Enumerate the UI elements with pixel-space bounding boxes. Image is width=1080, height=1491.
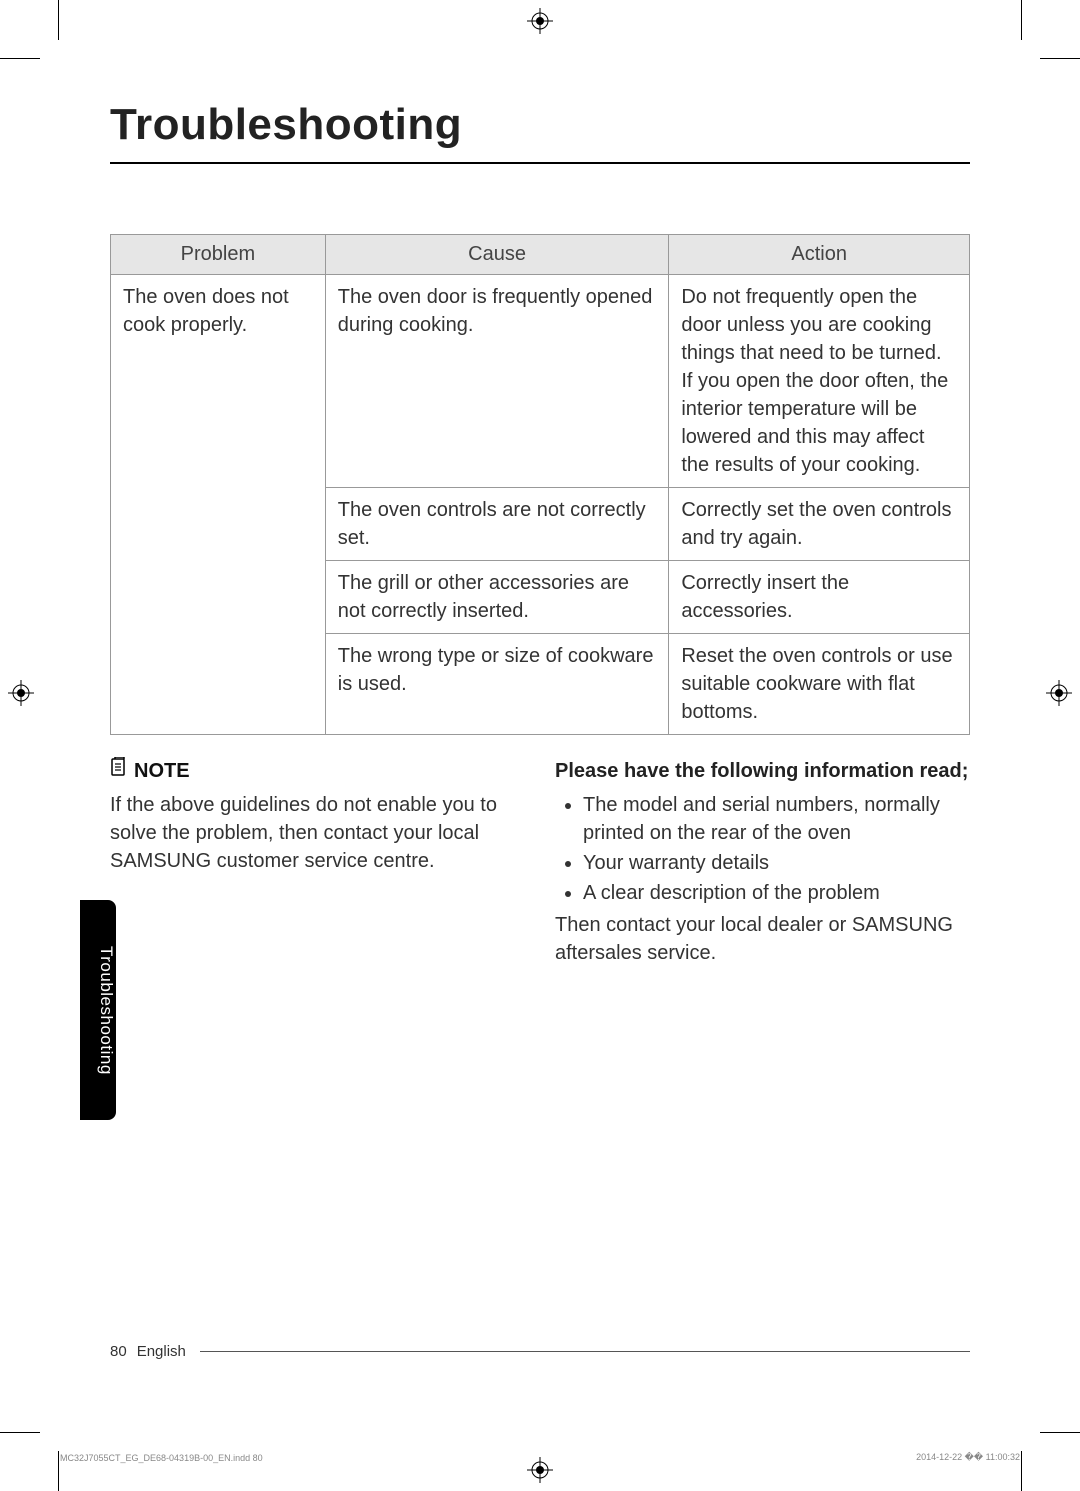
cell-action: Correctly set the oven controls and try …: [669, 488, 970, 561]
registration-mark-icon: [527, 1457, 553, 1483]
cell-action: Do not frequently open the door unless y…: [669, 275, 970, 488]
cell-cause: The oven controls are not correctly set.: [325, 488, 669, 561]
crop-mark: [1021, 0, 1022, 40]
page-title: Troubleshooting: [110, 100, 970, 164]
crop-mark: [1021, 1451, 1022, 1491]
info-heading: Please have the following information re…: [555, 757, 970, 785]
cell-cause: The grill or other accessories are not c…: [325, 561, 669, 634]
registration-mark-icon: [527, 8, 553, 34]
crop-mark: [58, 0, 59, 40]
table-header-row: Problem Cause Action: [111, 235, 970, 275]
registration-mark-icon: [1046, 680, 1072, 706]
info-list: The model and serial numbers, normally p…: [555, 791, 970, 907]
cell-cause: The oven door is frequently opened durin…: [325, 275, 669, 488]
side-tab: Troubleshooting: [80, 900, 116, 1120]
page-content: Troubleshooting Problem Cause Action The…: [110, 100, 970, 1380]
crop-mark: [0, 1432, 40, 1433]
registration-mark-icon: [8, 680, 34, 706]
table-row: The oven does not cook properly. The ove…: [111, 275, 970, 488]
note-column-left: NOTE If the above guidelines do not enab…: [110, 757, 525, 967]
cell-action: Reset the oven controls or use suitable …: [669, 634, 970, 735]
crop-mark: [1040, 1432, 1080, 1433]
troubleshooting-table: Problem Cause Action The oven does not c…: [110, 234, 970, 735]
page-number: 80: [110, 1343, 127, 1360]
cell-problem: The oven does not cook properly.: [111, 275, 326, 735]
crop-mark: [0, 58, 40, 59]
th-cause: Cause: [325, 235, 669, 275]
list-item: The model and serial numbers, normally p…: [583, 791, 970, 847]
cell-cause: The wrong type or size of cookware is us…: [325, 634, 669, 735]
page-language: English: [137, 1343, 186, 1360]
note-label-text: NOTE: [134, 757, 190, 785]
note-section: NOTE If the above guidelines do not enab…: [110, 757, 970, 967]
cell-action: Correctly insert the accessories.: [669, 561, 970, 634]
footer-rule: [200, 1351, 970, 1352]
info-footer: Then contact your local dealer or SAMSUN…: [555, 911, 970, 967]
crop-mark: [58, 1451, 59, 1491]
list-item: Your warranty details: [583, 849, 970, 877]
page-footer: 80 English: [110, 1343, 970, 1360]
imprint-right: 2014-12-22 �� 11:00:32: [916, 1452, 1020, 1463]
note-text: If the above guidelines do not enable yo…: [110, 791, 525, 875]
note-icon: [110, 757, 128, 785]
imprint-left: MC32J7055CT_EG_DE68-04319B-00_EN.indd 80: [60, 1453, 263, 1463]
th-action: Action: [669, 235, 970, 275]
note-column-right: Please have the following information re…: [555, 757, 970, 967]
crop-mark: [1040, 58, 1080, 59]
note-label: NOTE: [110, 757, 525, 785]
list-item: A clear description of the problem: [583, 879, 970, 907]
th-problem: Problem: [111, 235, 326, 275]
